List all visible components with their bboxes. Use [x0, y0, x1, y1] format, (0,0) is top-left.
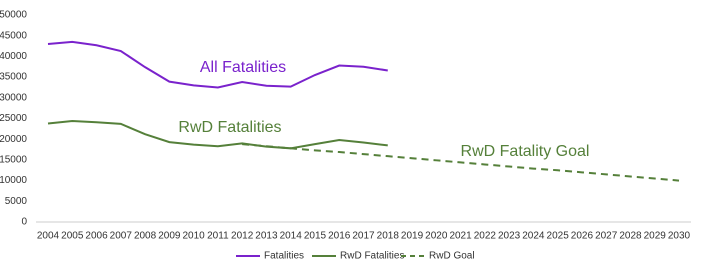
x-tick-label: 2027: [595, 231, 618, 242]
x-tick-label: 2021: [449, 231, 472, 242]
x-tick-label: 2014: [280, 231, 303, 242]
y-tick-label: 20000: [0, 134, 27, 145]
x-tick-label: 2015: [304, 231, 327, 242]
legend-label: RwD Goal: [429, 251, 475, 262]
x-tick-label: 2013: [255, 231, 278, 242]
y-tick-label: 15000: [0, 155, 27, 166]
y-tick-label: 30000: [0, 92, 27, 103]
x-tick-label: 2016: [328, 231, 351, 242]
x-tick-label: 2022: [474, 231, 497, 242]
x-tick-label: 2006: [85, 231, 108, 242]
x-tick-label: 2018: [377, 231, 400, 242]
x-tick-label: 2008: [134, 231, 157, 242]
x-tick-label: 2017: [352, 231, 375, 242]
x-tick-label: 2024: [522, 231, 545, 242]
y-tick-label: 40000: [0, 51, 27, 62]
x-tick-label: 2026: [571, 231, 594, 242]
y-tick-label: 45000: [0, 30, 27, 41]
x-tick-label: 2023: [498, 231, 521, 242]
y-tick-label: 35000: [0, 72, 27, 83]
x-tick-label: 2005: [61, 231, 84, 242]
x-tick-label: 2020: [425, 231, 448, 242]
x-tick-label: 2010: [182, 231, 205, 242]
x-tick-label: 2004: [37, 231, 60, 242]
series-line: [47, 40, 388, 89]
x-tick-label: 2029: [644, 231, 667, 242]
x-tick-label: 2028: [619, 231, 642, 242]
y-tick-label: 5000: [5, 196, 28, 207]
y-tick-label: 50000: [0, 10, 27, 21]
annotation: RwD Fatalities: [178, 119, 281, 136]
x-tick-label: 2025: [547, 231, 570, 242]
annotation: RwD Fatality Goal: [461, 143, 590, 160]
y-tick-label: 0: [21, 217, 27, 228]
x-tick-label: 2019: [401, 231, 424, 242]
legend-label: RwD Fatalities: [340, 251, 404, 262]
x-tick-label: 2009: [158, 231, 181, 242]
series-line: [47, 119, 388, 150]
series-line: [242, 143, 680, 182]
y-tick-label: 25000: [0, 113, 27, 124]
annotation: All Fatalities: [200, 59, 286, 76]
x-tick-label: 2007: [110, 231, 133, 242]
x-tick-label: 2030: [668, 231, 691, 242]
y-tick-label: 10000: [0, 175, 27, 186]
x-tick-label: 2012: [231, 231, 254, 242]
legend-label: Fatalities: [264, 251, 304, 262]
x-tick-label: 2011: [207, 231, 229, 242]
